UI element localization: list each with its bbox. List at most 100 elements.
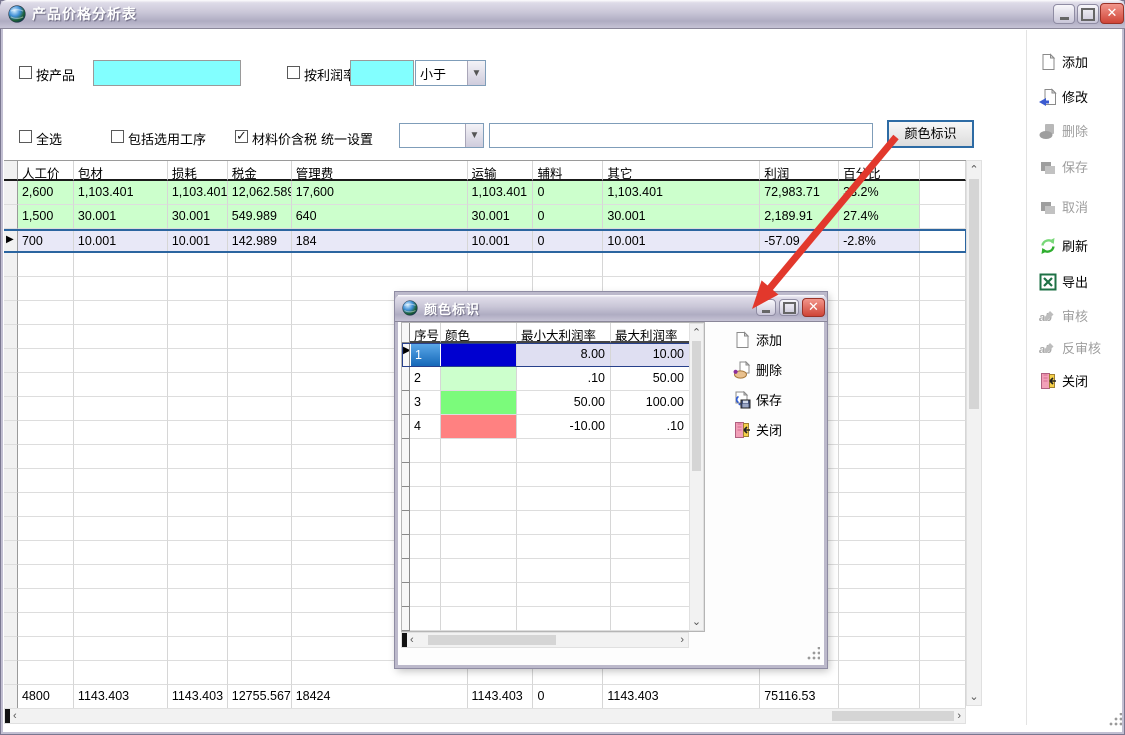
color-rule-row[interactable] (402, 607, 704, 631)
grid-cell (410, 463, 441, 487)
color-rule-row[interactable] (402, 535, 704, 559)
table-row[interactable]: 人工价 包材 损耗 税金 管理费 运输 辅料 其它 利润 百分比 (4, 161, 966, 181)
scrollbar-thumb[interactable] (692, 341, 701, 471)
scroll-up-icon[interactable]: ⌃ (691, 327, 702, 339)
summary-row[interactable]: 4800 1143.403 1143.403 12755.567 18424 1143.4… (4, 685, 966, 709)
toolbar-button-关闭[interactable]: 关闭 (1039, 371, 1088, 390)
color-rule-row[interactable] (402, 463, 704, 487)
table-cell (73, 469, 168, 493)
summary-cell: 1143.403 (73, 685, 168, 709)
dialog-horizontal-scrollbar[interactable]: ‹ › (401, 632, 689, 648)
dialog-button-添加[interactable]: 添加 (733, 330, 782, 349)
color-rule-row[interactable] (402, 559, 704, 583)
table-cell (920, 661, 966, 685)
chevron-down-icon[interactable]: ▼ (467, 61, 485, 85)
table-row[interactable] (4, 661, 966, 685)
color-rule-row[interactable]: 2 .10 50.00 (402, 367, 704, 391)
max-profit-cell: 100.00 (611, 391, 690, 415)
dialog-resize-grip[interactable] (807, 647, 820, 660)
vertical-scrollbar[interactable]: ⌃ ⌄ (966, 160, 982, 706)
dialog-button-关闭[interactable]: 关闭 (733, 420, 782, 439)
chevron-down-icon[interactable]: ▼ (465, 124, 483, 147)
toolbar-button-刷新[interactable]: 刷新 (1039, 236, 1088, 255)
scroll-right-icon[interactable]: › (957, 710, 961, 722)
profit-compare-select[interactable]: 小于 ▼ (415, 60, 486, 86)
table-cell (227, 637, 292, 661)
toolbar-button-添加[interactable]: 添加 (1039, 52, 1088, 71)
scroll-down-icon[interactable]: ⌄ (691, 616, 702, 628)
dialog-button-删除[interactable]: 删除 (733, 360, 782, 379)
table-cell (533, 661, 604, 685)
select-all-checkbox[interactable] (19, 130, 32, 143)
grid-cell (611, 583, 690, 607)
add-page-icon (1039, 52, 1057, 71)
window-resize-grip[interactable] (1109, 713, 1122, 726)
row-indicator (4, 205, 18, 229)
color-rule-row[interactable]: 4 -10.00.10 (402, 415, 704, 439)
unified-setting-input[interactable] (489, 123, 873, 148)
table-row[interactable]: 2,600 1,103.401 1,103.401 12,062.589 17,600 1… (4, 181, 966, 205)
color-mark-button[interactable]: 颜色标识 (887, 120, 974, 148)
table-cell (167, 517, 228, 541)
color-rule-row[interactable] (402, 439, 704, 463)
dialog-maximize-button[interactable] (779, 299, 799, 316)
toolbar-button-修改[interactable]: 修改 (1039, 87, 1088, 106)
toolbar-button-label: 刷新 (1062, 239, 1089, 254)
table-row[interactable]: 1,500 30.001 30.001 549.989 640 30.001 0 30.001… (4, 205, 966, 229)
table-cell (17, 301, 74, 325)
color-rule-row[interactable] (402, 487, 704, 511)
minimize-button[interactable] (1053, 4, 1075, 24)
table-row[interactable]: ▶ 700 10.001 10.001 142.989 184 10.001 0 10.001-… (4, 229, 966, 253)
table-cell: 12,062.589 (227, 181, 292, 205)
dialog-minimize-button[interactable] (756, 299, 776, 316)
table-cell (17, 469, 74, 493)
table-cell (167, 589, 228, 613)
table-cell (167, 253, 228, 277)
color-rule-row[interactable] (402, 511, 704, 535)
color-rules-grid[interactable]: 序号 颜色 最小大利润率 最大利润率 ▶ 1 8.00 10.00 2.10 50.00 3 50.0… (401, 322, 705, 632)
scroll-left-icon[interactable]: ‹ (13, 710, 17, 722)
maximize-button[interactable] (1077, 4, 1099, 24)
color-rule-row[interactable]: ▶ 1 8.00 10.00 (402, 343, 704, 367)
scrollbar-thumb[interactable] (832, 711, 954, 721)
max-profit-cell: .10 (611, 415, 690, 439)
dialog-close-button[interactable] (802, 298, 825, 317)
table-cell (167, 421, 228, 445)
table-cell (167, 301, 228, 325)
row-number-cell: 1 (410, 343, 441, 367)
unified-setting-select[interactable]: ▼ (399, 123, 484, 148)
scrollbar-thumb[interactable] (428, 635, 556, 645)
horizontal-scrollbar[interactable]: ‹ › (4, 708, 966, 724)
include-process-checkbox[interactable] (111, 130, 124, 143)
row-indicator (4, 565, 18, 589)
grid-cell (410, 583, 441, 607)
color-rule-row[interactable]: 3 50.00 100.00 (402, 391, 704, 415)
close-door-icon (733, 421, 751, 439)
row-indicator (4, 373, 18, 397)
table-cell (920, 349, 966, 373)
by-product-checkbox[interactable] (19, 66, 32, 79)
dialog-button-保存[interactable]: 保存 (733, 390, 782, 409)
table-cell (17, 493, 74, 517)
dialog-vertical-scrollbar[interactable]: ⌃ ⌄ (689, 323, 704, 631)
toolbar-button-审核: ab 审核 (1039, 306, 1088, 325)
row-number-cell: 4 (410, 415, 441, 439)
table-cell (73, 373, 168, 397)
by-profit-input[interactable] (350, 60, 414, 86)
scroll-up-icon[interactable]: ⌃ (969, 164, 979, 176)
table-cell: 27.4% (839, 205, 921, 229)
scroll-left-icon[interactable]: ‹ (410, 634, 414, 646)
scroll-down-icon[interactable]: ⌄ (969, 691, 979, 703)
by-profit-checkbox[interactable] (287, 66, 300, 79)
color-rule-row[interactable]: 序号 颜色 最小大利润率 最大利润率 (402, 323, 704, 343)
material-tax-checkbox[interactable] (235, 128, 248, 144)
scrollbar-thumb[interactable] (969, 179, 979, 409)
toolbar-button-导出[interactable]: 导出 (1039, 272, 1088, 291)
scroll-right-icon[interactable]: › (680, 634, 684, 646)
table-row[interactable] (4, 253, 966, 277)
by-product-input[interactable] (93, 60, 241, 86)
close-button[interactable] (1100, 3, 1124, 24)
column-header: 管理费 (291, 161, 468, 181)
color-rule-row[interactable] (402, 583, 704, 607)
grid-cell (410, 487, 441, 511)
